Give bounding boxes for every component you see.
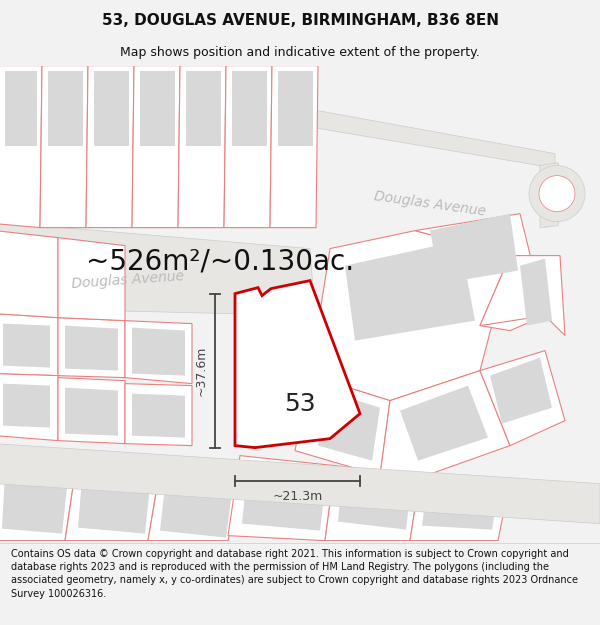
Polygon shape	[235, 281, 360, 448]
Polygon shape	[0, 314, 58, 376]
Polygon shape	[65, 388, 118, 436]
Polygon shape	[58, 378, 125, 444]
Polygon shape	[345, 241, 475, 341]
Polygon shape	[224, 66, 272, 228]
Polygon shape	[94, 71, 129, 146]
Polygon shape	[0, 221, 315, 316]
Polygon shape	[242, 464, 327, 531]
Polygon shape	[125, 321, 192, 384]
Polygon shape	[5, 71, 37, 146]
Polygon shape	[410, 476, 510, 541]
Polygon shape	[160, 486, 232, 538]
Polygon shape	[125, 384, 192, 446]
Polygon shape	[290, 106, 555, 228]
Circle shape	[539, 176, 575, 212]
Polygon shape	[422, 479, 500, 529]
Polygon shape	[65, 326, 118, 371]
Polygon shape	[278, 71, 313, 146]
Polygon shape	[3, 324, 50, 368]
Polygon shape	[86, 66, 134, 228]
Circle shape	[529, 166, 585, 222]
Polygon shape	[338, 471, 412, 529]
Polygon shape	[132, 394, 185, 438]
Text: 53: 53	[284, 392, 316, 416]
Polygon shape	[0, 66, 42, 228]
Polygon shape	[48, 71, 83, 146]
Polygon shape	[2, 474, 68, 534]
Polygon shape	[295, 376, 390, 476]
Polygon shape	[520, 259, 552, 326]
Polygon shape	[228, 456, 335, 541]
Text: ~37.6m: ~37.6m	[194, 346, 208, 396]
Polygon shape	[58, 318, 125, 378]
Text: 53, DOUGLAS AVENUE, BIRMINGHAM, B36 8EN: 53, DOUGLAS AVENUE, BIRMINGHAM, B36 8EN	[101, 13, 499, 28]
Polygon shape	[325, 466, 420, 541]
Text: ~21.3m: ~21.3m	[272, 490, 323, 503]
Polygon shape	[58, 238, 125, 321]
Text: Douglas Avenue: Douglas Avenue	[71, 269, 185, 291]
Polygon shape	[65, 474, 158, 541]
Text: Contains OS data © Crown copyright and database right 2021. This information is : Contains OS data © Crown copyright and d…	[11, 549, 578, 599]
Polygon shape	[186, 71, 221, 146]
Polygon shape	[40, 66, 88, 228]
Polygon shape	[3, 384, 50, 428]
Text: ~526m²/~0.130ac.: ~526m²/~0.130ac.	[86, 248, 354, 276]
Polygon shape	[380, 371, 510, 478]
Text: Douglas Avenue: Douglas Avenue	[373, 189, 487, 218]
Polygon shape	[480, 351, 565, 446]
Polygon shape	[318, 391, 380, 461]
Polygon shape	[148, 482, 240, 541]
Polygon shape	[140, 71, 175, 146]
Polygon shape	[232, 71, 267, 146]
Polygon shape	[270, 66, 318, 228]
Polygon shape	[310, 231, 510, 401]
Polygon shape	[132, 66, 180, 228]
Polygon shape	[415, 214, 545, 331]
Polygon shape	[132, 328, 185, 376]
Text: Map shows position and indicative extent of the property.: Map shows position and indicative extent…	[120, 46, 480, 59]
Polygon shape	[480, 256, 565, 336]
Polygon shape	[0, 466, 75, 541]
Polygon shape	[0, 444, 600, 524]
Polygon shape	[78, 479, 150, 534]
Polygon shape	[0, 374, 58, 441]
Polygon shape	[248, 321, 326, 384]
Polygon shape	[540, 162, 565, 228]
Polygon shape	[430, 214, 518, 284]
Polygon shape	[178, 66, 226, 228]
Polygon shape	[0, 231, 58, 318]
Polygon shape	[400, 386, 488, 461]
Polygon shape	[490, 357, 552, 424]
